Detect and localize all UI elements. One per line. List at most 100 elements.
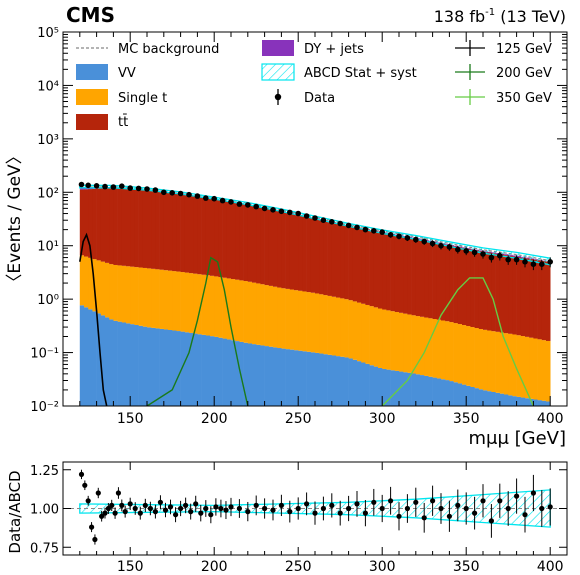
single-t-bar [310,292,316,353]
vv-bar [201,334,207,406]
data-point [354,224,360,231]
ratio-point [455,502,461,508]
ttbar-bar [495,253,501,332]
ttbar-bar [315,218,320,294]
single-t-bar [462,325,467,385]
ratio-point [223,507,229,513]
vv-bar [365,363,370,406]
single-t-bar [411,315,417,374]
x-tick-label: 150 [117,411,144,427]
ratio-point [115,490,121,496]
data-point [186,191,192,198]
data-point [530,261,537,268]
y-tick-label: 10¹ [37,240,59,255]
vv-bar [298,350,303,406]
vv-bar [205,335,211,406]
ttbar-bar [357,227,362,303]
data-point [505,256,512,263]
vv-bar [239,341,244,406]
vv-bar [176,331,181,406]
single-t-bar [457,324,463,384]
ttbar-bar [533,259,538,339]
vv-bar [180,331,186,406]
ratio-point [102,510,108,516]
single-t-bar [533,338,538,400]
ttbar-bar [239,203,244,281]
ratio-point [112,510,118,516]
single-t-bar [226,278,232,340]
vv-bar [88,309,93,406]
legend-vv-swatch [76,64,108,80]
ttbar-bar [373,231,379,308]
single-t-bar [428,318,433,377]
data-point [194,193,201,199]
ttbar-bar [336,223,341,298]
vv-bar [478,389,484,406]
ttbar-bar [483,251,488,330]
single-t-bar [394,312,400,371]
ttbar-bar [302,216,307,292]
single-t-bar [285,288,291,350]
vv-bar [147,327,152,406]
single-t-bar [176,271,181,332]
ratio-point [514,493,520,499]
ttbar-bar [399,236,404,313]
data-point [144,186,150,192]
ratio-point [396,513,402,519]
vv-bar [319,353,324,406]
x-tick-label: 350 [453,411,480,427]
vv-bar [348,358,354,406]
vv-bar [516,396,522,406]
ratio-point [480,498,486,504]
data-point [110,184,117,190]
ttbar-bar [323,220,328,296]
data-point [421,238,428,245]
vv-bar [424,375,429,406]
single-t-bar [172,271,177,331]
data-point [463,248,470,254]
vv-bar [243,342,249,406]
single-t-bar [121,265,127,323]
vv-bar [100,315,106,406]
vv-bar [310,352,316,406]
data-point [522,259,528,265]
y-tick-label: 10⁰ [37,293,59,308]
ttbar-bar [390,234,396,312]
ttbar-bar [117,188,123,266]
ttbar-bar [445,244,450,322]
single-t-bar [205,275,211,336]
x-tick-label: 300 [369,411,396,427]
x-axis-label: mμμ [GeV] [468,428,566,449]
legend-single-t-swatch [76,89,108,105]
ttbar-bar [449,245,454,323]
ttbar-bar [386,233,391,311]
single-t-bar [352,301,358,360]
vv-bar [315,352,320,406]
single-t-bar [541,340,547,401]
ttbar-bar [88,189,93,258]
ratio-point [95,490,101,496]
ratio-point [167,504,174,510]
vv-bar [457,383,463,406]
single-t-bar [432,319,438,378]
ttbar-bar [289,213,295,290]
single-t-bar [231,279,236,341]
ratio-point [213,504,219,510]
vv-bar [218,337,223,406]
ratio-point [137,510,143,516]
ttbar-bar [277,210,282,288]
single-t-bar [449,322,454,382]
single-t-bar [499,332,505,394]
legend-dy: DY + jets [304,42,364,57]
vv-bar [453,382,459,406]
single-t-bar [256,283,261,345]
ratio-point [142,502,148,508]
ttbar-bar [252,205,257,283]
ttbar-bar [189,195,194,274]
single-t-bar [323,295,328,355]
vv-bar [159,328,165,406]
ratio-x-tick-label: 400 [537,559,564,575]
single-t-bar [403,313,408,373]
legend-sig125-swatch [455,40,485,56]
ratio-y-axis-label: Data/ABCD [6,470,24,553]
